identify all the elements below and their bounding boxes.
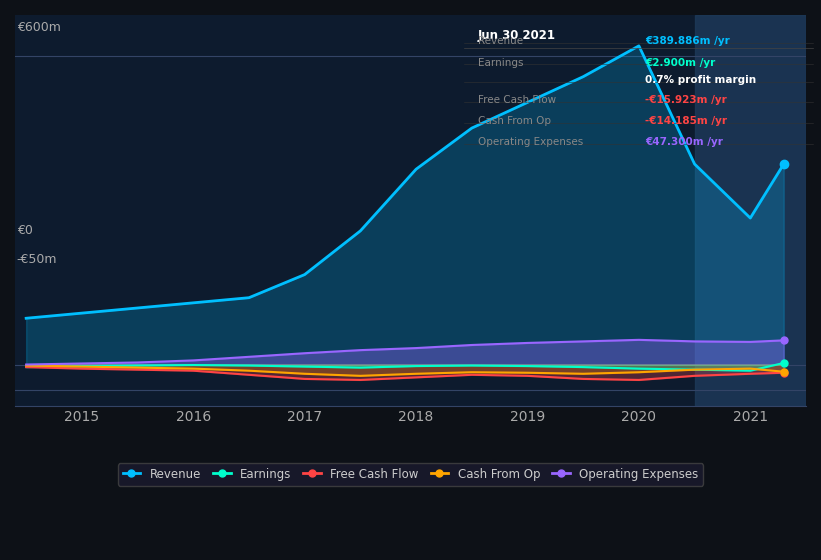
Text: -€14.185m /yr: -€14.185m /yr: [645, 116, 727, 126]
Bar: [695, 15, 806, 405]
Text: €389.886m /yr: €389.886m /yr: [645, 36, 730, 46]
Text: Jun 30 2021: Jun 30 2021: [478, 29, 556, 41]
Text: 0.7% profit margin: 0.7% profit margin: [645, 76, 756, 86]
Text: -€15.923m /yr: -€15.923m /yr: [645, 95, 727, 105]
Text: Free Cash Flow: Free Cash Flow: [478, 95, 556, 105]
Text: Operating Expenses: Operating Expenses: [478, 137, 583, 147]
Text: €47.300m /yr: €47.300m /yr: [645, 137, 723, 147]
Text: €600m: €600m: [16, 21, 61, 34]
Text: Revenue: Revenue: [478, 36, 523, 46]
Text: -€50m: -€50m: [16, 253, 57, 265]
Text: €2.900m /yr: €2.900m /yr: [645, 58, 716, 68]
Text: Cash From Op: Cash From Op: [478, 116, 551, 126]
Legend: Revenue, Earnings, Free Cash Flow, Cash From Op, Operating Expenses: Revenue, Earnings, Free Cash Flow, Cash …: [118, 463, 703, 486]
Text: Earnings: Earnings: [478, 58, 523, 68]
Text: €0: €0: [16, 224, 33, 237]
